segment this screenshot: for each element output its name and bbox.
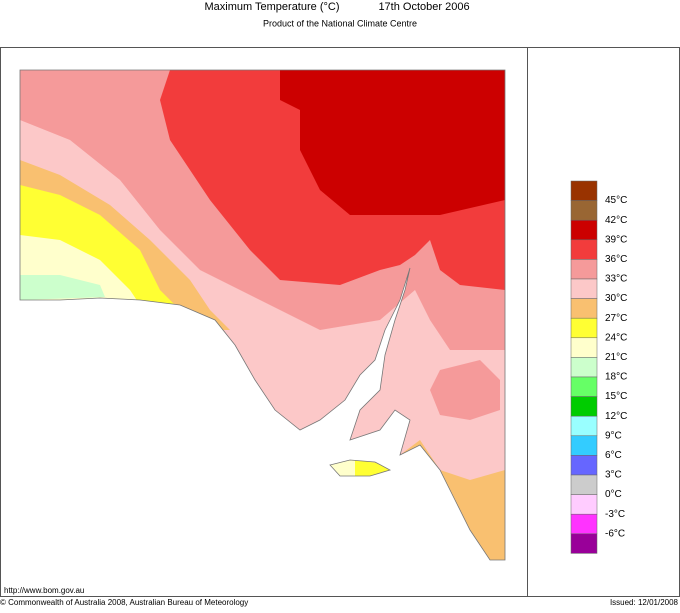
legend-swatch [570, 513, 598, 535]
legend-swatch [570, 298, 598, 319]
legend-label: 12°C [605, 411, 627, 422]
map [20, 70, 505, 560]
legend-swatch [570, 259, 598, 280]
map-title: Maximum Temperature (°C) [204, 1, 339, 13]
map-subtitle: Product of the National Climate Centre [263, 18, 417, 28]
legend-label: 45°C [605, 195, 627, 206]
legend-label: 9°C [605, 430, 622, 441]
legend-label: 21°C [605, 352, 627, 363]
legend-swatch [570, 435, 598, 456]
legend-swatch [570, 415, 598, 437]
legend-swatch [570, 219, 598, 241]
legend-label: 33°C [605, 274, 627, 285]
legend-label: 3°C [605, 470, 622, 481]
legend-label: 24°C [605, 332, 627, 343]
footer-issued: Issued: 12/01/2008 [610, 598, 679, 607]
legend-swatch [570, 533, 598, 554]
legend-swatch [570, 357, 598, 378]
legend-swatch [570, 474, 598, 495]
legend-swatch [570, 200, 598, 221]
legend-swatch [570, 455, 598, 476]
legend-swatch [570, 317, 598, 339]
legend-label: 27°C [605, 313, 627, 324]
footer-url: http://www.bom.gov.au [4, 586, 84, 595]
coastline [19, 69, 506, 561]
zone-24b [355, 460, 392, 480]
zone-18 [20, 275, 105, 300]
map-date: 17th October 2006 [378, 1, 469, 13]
zone-33b [430, 360, 500, 420]
legend-swatch [570, 494, 598, 515]
legend-label: 15°C [605, 391, 627, 402]
legend-label: 39°C [605, 234, 627, 245]
zone-21b [330, 460, 355, 480]
zone-39 [280, 70, 505, 215]
legend-label: 30°C [605, 293, 627, 304]
legend-swatch [570, 376, 598, 397]
legend-label: -3°C [605, 509, 625, 520]
legend-label: 6°C [605, 450, 622, 461]
footer-copyright: © Commonwealth of Australia 2008, Austra… [0, 598, 248, 607]
legend-label: 0°C [605, 489, 622, 500]
legend-swatch [570, 278, 598, 299]
legend-label: 36°C [605, 254, 627, 265]
legend-swatch [570, 239, 598, 260]
legend-label: -6°C [605, 528, 625, 539]
legend-swatch [570, 337, 598, 358]
legend-swatch [570, 396, 598, 417]
legend-label: 42°C [605, 215, 627, 226]
legend-swatch [570, 180, 598, 201]
legend-label: 18°C [605, 372, 627, 383]
legend: 45°C 42°C 39°C 36°C 33°C 30°C 27°C 24°C 21°C 18°C… [570, 180, 627, 554]
